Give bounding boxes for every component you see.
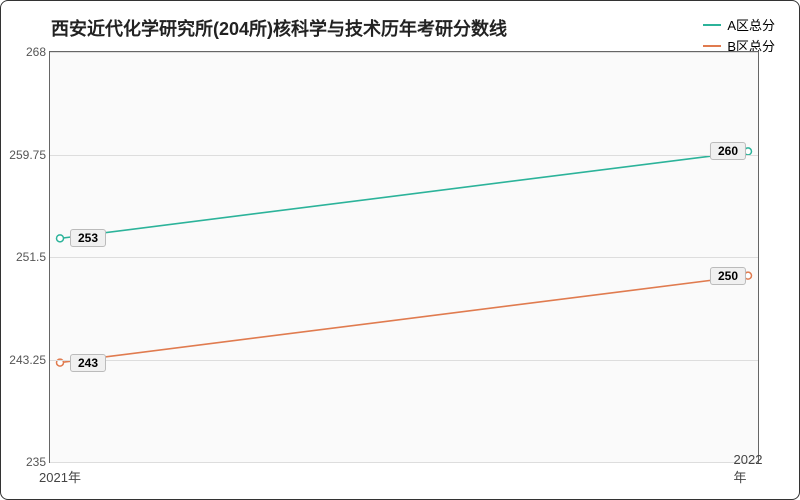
chart-container: 西安近代化学研究所(204所)核科学与技术历年考研分数线 A区总分 B区总分 2… (0, 0, 800, 500)
legend-swatch-b (703, 45, 721, 47)
y-tick-label: 259.75 (6, 148, 46, 162)
point-label: 250 (710, 267, 746, 285)
legend-item-a: A区总分 (703, 15, 775, 34)
gridline (50, 257, 758, 258)
series-line (60, 151, 748, 238)
gridline (50, 155, 758, 156)
point-label: 243 (70, 354, 106, 372)
point-label: 253 (70, 229, 106, 247)
x-tick-label: 2021年 (39, 467, 81, 486)
x-tick-label: 2022年 (734, 452, 763, 486)
data-point (57, 235, 64, 242)
y-tick-label: 243.25 (6, 353, 46, 367)
legend-label-a: A区总分 (727, 15, 775, 34)
gridline (50, 462, 758, 463)
series-line (60, 276, 748, 363)
legend-swatch-a (703, 24, 721, 26)
chart-title: 西安近代化学研究所(204所)核科学与技术历年考研分数线 (51, 15, 507, 41)
y-tick-label: 268 (6, 45, 46, 59)
y-tick-label: 251.5 (6, 250, 46, 264)
point-label: 260 (710, 142, 746, 160)
gridline (50, 360, 758, 361)
gridline (50, 52, 758, 53)
plot-area: 235243.25251.5259.752682021年2022年2532602… (49, 51, 759, 463)
